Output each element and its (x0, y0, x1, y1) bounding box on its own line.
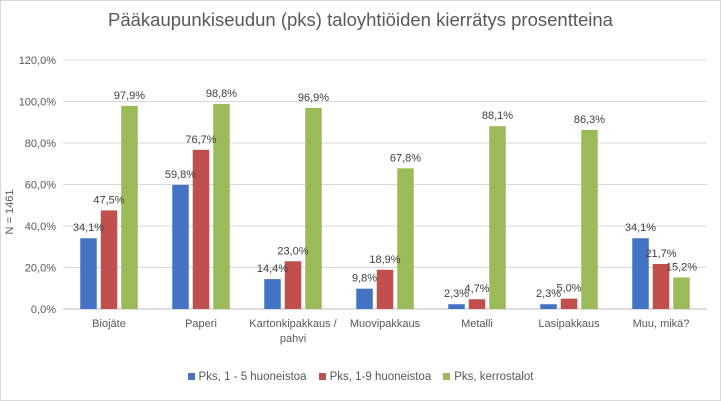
data-label: 98,8% (206, 88, 237, 100)
data-label: 18,9% (369, 254, 400, 266)
bar (652, 263, 670, 309)
legend-label: Pks, 1-9 huoneistoa (329, 371, 432, 383)
bar (305, 107, 322, 310)
data-label: 59,8% (165, 169, 196, 181)
data-label: 47,5% (93, 194, 124, 206)
data-label: 5,0% (556, 283, 581, 295)
bar (468, 299, 486, 309)
bar (80, 238, 97, 309)
bar (264, 279, 281, 309)
legend-swatch (187, 373, 195, 380)
bar (632, 238, 649, 309)
legend-item: Pks, 1-9 huoneistoa (318, 371, 432, 383)
data-label: 23,0% (277, 245, 308, 257)
y-tick-label: 40,0% (25, 221, 56, 233)
legend: Pks, 1 - 5 huoneistoa Pks, 1-9 huoneistoa… (0, 371, 721, 383)
data-label: 2,3% (444, 288, 469, 300)
data-label: 86,3% (574, 114, 605, 126)
bar (192, 149, 210, 309)
y-tick-label: 100,0% (19, 97, 57, 109)
chart-title: Pääkaupunkiseudun (pks) taloyhtiöiden ki… (108, 9, 613, 30)
x-tick-label: Paperi (185, 318, 217, 330)
legend-item: Pks, kerrostalot (443, 371, 533, 383)
x-tick-label: Biojäte (92, 318, 126, 330)
bar (376, 269, 394, 309)
bar (213, 103, 230, 310)
bar (172, 184, 189, 309)
y-tick-label: 120,0% (19, 55, 57, 67)
legend-label: Pks, kerrostalot (454, 371, 534, 383)
data-label: 34,1% (73, 222, 104, 234)
y-axis-label: N = 1461 (4, 190, 16, 235)
y-tick-label: 20,0% (25, 263, 56, 275)
x-tick-label: Kartonkipakkaus / (249, 318, 337, 330)
bar (397, 168, 414, 309)
data-label: 21,7% (645, 248, 676, 260)
x-tick-label: Metalli (461, 318, 493, 330)
y-tick-label: 60,0% (25, 180, 56, 192)
data-label: 9,8% (352, 273, 377, 285)
bar (673, 277, 690, 309)
x-tick-label: Muu, mikä? (633, 318, 690, 330)
bar (540, 304, 557, 309)
x-tick-label: pahvi (280, 333, 306, 345)
data-label: 2,3% (536, 288, 561, 300)
data-label: 14,4% (257, 263, 288, 275)
legend-item: Pks, 1 - 5 huoneistoa (187, 371, 307, 383)
x-tick-label: Lasipakkaus (538, 318, 600, 330)
y-tick-label: 0,0% (31, 304, 56, 316)
data-label: 67,8% (390, 152, 421, 164)
legend-swatch (443, 373, 451, 380)
bar (100, 210, 118, 309)
data-label: 34,1% (625, 222, 656, 234)
bar (560, 298, 578, 309)
x-tick-label: Muovipakkaus (350, 318, 421, 330)
data-label: 97,9% (114, 90, 145, 102)
bar (448, 304, 465, 309)
bar (581, 129, 598, 309)
bar (284, 261, 302, 309)
legend-label: Pks, 1 - 5 huoneistoa (198, 371, 307, 383)
data-label: 96,9% (298, 92, 329, 104)
bar (356, 288, 373, 309)
bar (121, 105, 138, 309)
data-label: 15,2% (666, 261, 697, 273)
legend-swatch (318, 373, 326, 380)
y-tick-label: 80,0% (25, 138, 56, 150)
bar (489, 126, 506, 309)
data-label: 76,7% (185, 134, 216, 146)
data-label: 4,7% (464, 283, 489, 295)
data-label: 88,1% (482, 110, 513, 122)
